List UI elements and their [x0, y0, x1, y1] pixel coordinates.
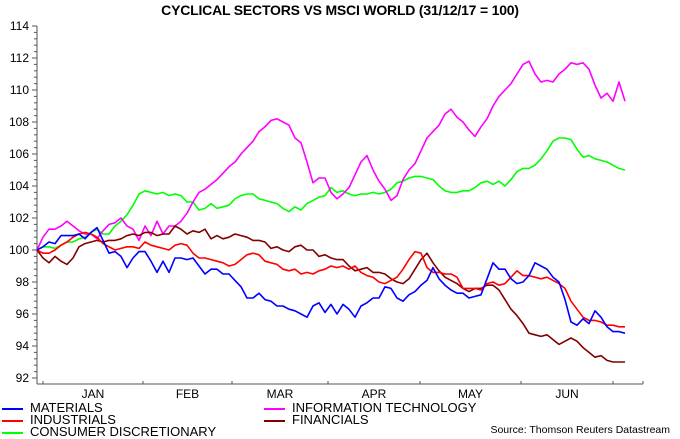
- y-tick-label: 114: [10, 19, 29, 33]
- y-tick-label: 110: [10, 83, 29, 97]
- y-tick-label: 100: [9, 243, 29, 257]
- series-line-information-technology: [36, 60, 626, 251]
- legend-materials: MATERIALS: [30, 400, 103, 415]
- series-line-materials: [36, 226, 626, 334]
- x-tick-label: JAN: [82, 387, 105, 401]
- x-tick-label: APR: [362, 387, 387, 401]
- legend-financials: FINANCIALS: [292, 412, 369, 427]
- y-tick-label: 96: [16, 307, 30, 321]
- y-tick-label: 104: [9, 179, 29, 193]
- y-tick-label: 106: [9, 147, 29, 161]
- legend-swatch-infotech: [264, 408, 285, 410]
- legend-information-technology: INFORMATION TECHNOLOGY: [292, 400, 477, 415]
- series-line-consumer-discretionary: [36, 137, 626, 251]
- x-tick-label: MAY: [458, 387, 483, 401]
- y-tick-label: 108: [9, 115, 29, 129]
- y-tick-label: 102: [9, 211, 29, 225]
- legend-swatch-consumer: [2, 432, 23, 434]
- legend-swatch-financials: [264, 420, 285, 422]
- legend-industrials: INDUSTRIALS: [30, 412, 116, 427]
- series-line-industrials: [36, 231, 625, 328]
- y-tick-label: 92: [16, 371, 30, 385]
- y-tick-label: 112: [10, 51, 29, 65]
- legend-swatch-industrials: [2, 420, 23, 422]
- x-tick-label: FEB: [176, 387, 199, 401]
- chart-title: CYCLICAL SECTORS VS MSCI WORLD (31/12/17…: [161, 2, 519, 18]
- source-note: Source: Thomson Reuters Datastream: [490, 424, 670, 436]
- legend-swatch-materials: [2, 408, 23, 410]
- y-tick-label: 98: [16, 275, 30, 289]
- x-tick-label: MAR: [267, 387, 294, 401]
- legend-consumer-discretionary: CONSUMER DISCRETIONARY: [30, 424, 217, 439]
- y-tick-label: 94: [16, 339, 30, 353]
- x-tick-label: JUN: [555, 387, 578, 401]
- series-line-financials: [36, 225, 625, 363]
